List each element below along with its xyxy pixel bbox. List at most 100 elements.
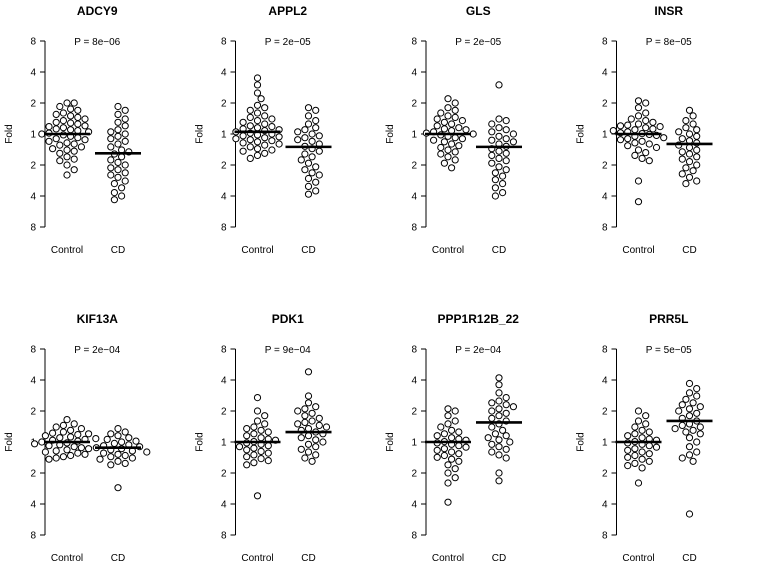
data-point-control: [634, 479, 643, 487]
data-point-cd: [502, 166, 510, 174]
y-tick-label: 8: [221, 345, 227, 356]
data-point-control: [261, 412, 269, 420]
data-point-control: [250, 459, 258, 467]
data-point-control: [642, 109, 650, 117]
data-point-control: [49, 145, 57, 153]
data-point-cd: [304, 190, 313, 198]
data-point-control: [616, 122, 625, 130]
data-point-control: [609, 127, 617, 135]
data-point-cd: [491, 176, 499, 184]
y-tick-label: 2: [602, 161, 608, 172]
data-point-control: [624, 135, 632, 143]
data-point-control: [74, 431, 82, 439]
data-point-cd: [301, 126, 309, 134]
data-point-cd: [488, 448, 496, 456]
x-category-label: CD: [301, 245, 315, 256]
y-tick-label: 1: [602, 438, 608, 449]
data-point-cd: [107, 171, 115, 179]
data-point-control: [437, 150, 445, 158]
data-point-cd: [308, 457, 316, 465]
data-point-control: [444, 112, 452, 120]
data-point-cd: [114, 425, 122, 433]
data-point-control: [638, 137, 646, 145]
data-point-cd: [491, 184, 499, 192]
data-point-control: [74, 106, 82, 114]
data-point-cd: [301, 418, 309, 426]
data-point-cd: [502, 454, 510, 462]
data-point-cd: [128, 454, 136, 462]
data-point-cd: [509, 138, 518, 146]
data-point-control: [67, 119, 75, 127]
data-point-control: [624, 142, 632, 150]
data-point-control: [624, 462, 632, 470]
data-point-cd: [495, 389, 503, 397]
data-point-control: [77, 143, 86, 151]
data-point-cd: [301, 405, 309, 413]
data-point-control: [624, 446, 632, 454]
data-point-control: [462, 443, 470, 451]
data-point-cd: [304, 368, 313, 376]
data-point-cd: [685, 434, 694, 442]
x-category-label: Control: [432, 245, 464, 256]
data-point-control: [253, 394, 262, 402]
data-point-cd: [495, 412, 503, 420]
data-point-cd: [495, 154, 503, 162]
data-point-cd: [502, 432, 510, 440]
y-tick-label: 8: [221, 531, 227, 542]
data-point-control: [63, 99, 71, 107]
data-point-cd: [502, 401, 510, 409]
data-point-control: [451, 407, 459, 415]
data-point-control: [261, 104, 269, 112]
data-point-control: [253, 145, 262, 153]
data-point-cd: [495, 436, 503, 444]
data-point-control: [440, 138, 448, 146]
y-axis-label: Fold: [195, 432, 206, 451]
chart-panel-insr: INSR P = 8e−05 8 4 2 1 2 4 8 Fold Control CD: [576, 4, 713, 256]
data-point-control: [52, 454, 60, 462]
data-point-cd: [509, 403, 518, 411]
y-tick-label: 1: [411, 130, 417, 141]
data-point-control: [253, 151, 262, 159]
data-point-cd: [304, 104, 313, 112]
data-point-cd: [121, 122, 129, 130]
data-point-cd: [312, 443, 320, 451]
chart-title: GLS: [466, 4, 491, 18]
data-point-cd: [678, 170, 686, 178]
y-axis-label: Fold: [385, 124, 396, 143]
y-tick-label: 4: [411, 68, 417, 79]
y-tick-label: 8: [411, 37, 417, 48]
y-tick-label: 8: [411, 531, 417, 542]
data-point-cd: [304, 159, 313, 167]
chart-panel-ppp1r12b-22: PPP1R12B_22 P = 2e−04 8 4 2 1 2 4 8 Fold Control CD: [385, 312, 522, 564]
data-point-control: [444, 420, 452, 428]
data-point-control: [63, 146, 71, 154]
data-point-cd: [678, 135, 686, 143]
data-point-cd: [689, 112, 697, 120]
data-point-cd: [502, 135, 510, 143]
x-category-label: CD: [492, 553, 506, 564]
y-tick-label: 1: [602, 130, 608, 141]
data-point-control: [30, 440, 39, 448]
data-point-cd: [110, 439, 119, 447]
data-point-control: [451, 474, 459, 482]
data-point-cd: [693, 153, 701, 161]
data-point-cd: [114, 126, 122, 134]
data-point-control: [631, 139, 639, 147]
data-point-control: [444, 412, 452, 420]
data-point-cd: [312, 117, 320, 125]
data-point-cd: [107, 430, 115, 438]
data-point-control: [638, 464, 646, 472]
data-point-control: [634, 198, 643, 206]
data-point-control: [253, 117, 262, 125]
data-point-control: [455, 428, 463, 436]
data-point-control: [437, 423, 445, 431]
data-point-control: [455, 457, 463, 465]
x-category-label: Control: [622, 553, 654, 564]
data-point-cd: [114, 432, 122, 440]
data-point-cd: [682, 124, 690, 132]
data-point-control: [440, 451, 448, 460]
data-point-cd: [297, 434, 305, 442]
data-point-control: [444, 461, 452, 469]
data-point-cd: [678, 421, 686, 429]
data-point-control: [70, 155, 78, 163]
